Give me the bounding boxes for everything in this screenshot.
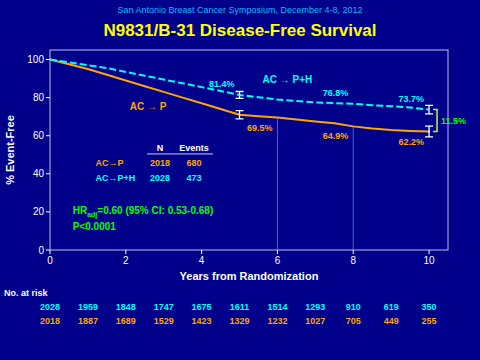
- series-label: AC → P: [130, 101, 167, 112]
- table-header: N: [157, 143, 164, 153]
- at-risk-value: 619: [384, 302, 399, 312]
- y-tick: [46, 135, 50, 136]
- table-header: Events: [179, 143, 209, 153]
- at-risk-value: 1423: [192, 316, 212, 326]
- error-bar: [236, 111, 244, 119]
- at-risk-value: 1689: [116, 316, 136, 326]
- at-risk-value: 350: [422, 302, 437, 312]
- series-label: AC → P+H: [262, 74, 312, 85]
- title: N9831/B-31 Disease-Free Survival: [103, 21, 376, 40]
- x-tick-label: 4: [199, 255, 205, 266]
- x-tick-label: 6: [275, 255, 281, 266]
- y-tick-label: 100: [27, 54, 44, 65]
- hazard-ratio-subscript: adj: [87, 211, 97, 219]
- y-tick-label: 20: [33, 206, 45, 217]
- reference-line: [353, 126, 354, 250]
- error-bar: [425, 126, 433, 137]
- at-risk-value: 1959: [78, 302, 98, 312]
- at-risk-value: 1611: [230, 302, 250, 312]
- at-risk-value: 2028: [40, 302, 60, 312]
- at-risk-value: 449: [384, 316, 399, 326]
- annotation: 69.5%: [247, 123, 273, 133]
- x-tick-label: 10: [423, 255, 435, 266]
- x-tick: [353, 250, 354, 254]
- table-row-label: AC→P+H: [95, 173, 135, 183]
- difference-bracket: [433, 110, 437, 132]
- chart: San Antonio Breast Cancer Symposium, Dec…: [0, 0, 480, 360]
- x-tick: [429, 250, 430, 254]
- table-cell: 473: [187, 173, 202, 183]
- at-risk-value: 1529: [154, 316, 174, 326]
- y-tick-label: 80: [33, 92, 45, 103]
- x-tick-label: 8: [350, 255, 356, 266]
- hazard-ratio-label: HR: [73, 205, 88, 216]
- at-risk-value: 705: [346, 316, 361, 326]
- y-tick: [46, 211, 50, 212]
- y-tick: [46, 173, 50, 174]
- plot-area: [50, 60, 433, 250]
- at-risk-value: 255: [422, 316, 437, 326]
- x-tick: [125, 250, 126, 254]
- p-value: P<0.0001: [73, 221, 117, 232]
- y-tick: [46, 250, 50, 251]
- annotation: 64.9%: [323, 131, 349, 141]
- at-risk-value: 1848: [116, 302, 136, 312]
- table-row-label: AC→P: [95, 158, 123, 168]
- at-risk-label: No. at risk: [4, 288, 49, 298]
- reference-line: [277, 118, 278, 250]
- y-tick-label: 0: [38, 245, 44, 256]
- x-tick-label: 0: [47, 255, 53, 266]
- at-risk-value: 1232: [267, 316, 287, 326]
- x-tick-label: 2: [123, 255, 129, 266]
- annotation: 62.2%: [399, 137, 425, 147]
- series-line: [50, 60, 429, 110]
- annotation: 73.7%: [399, 94, 425, 104]
- y-tick-label: 40: [33, 168, 45, 179]
- y-tick-label: 60: [33, 130, 45, 141]
- difference-label: 11.5%: [441, 116, 466, 126]
- x-tick: [50, 250, 51, 254]
- hazard-ratio: HRadj=0.60 (95% CI: 0.53-0.68): [73, 205, 213, 219]
- at-risk-value: 1514: [267, 302, 287, 312]
- table-cell: 680: [187, 158, 202, 168]
- y-tick: [46, 59, 50, 60]
- x-axis-label: Years from Randomization: [180, 270, 319, 282]
- x-tick: [201, 250, 202, 254]
- table-rule: [147, 153, 213, 154]
- at-risk-value: 1887: [78, 316, 98, 326]
- at-risk-value: 1027: [305, 316, 325, 326]
- background: [0, 0, 480, 360]
- y-tick: [46, 97, 50, 98]
- at-risk-value: 1747: [154, 302, 174, 312]
- error-bar: [425, 105, 433, 113]
- at-risk-value: 1293: [305, 302, 325, 312]
- plot-frame: [50, 50, 448, 250]
- error-bar: [236, 92, 244, 99]
- at-risk-value: 910: [346, 302, 361, 312]
- subtitle: San Antonio Breast Cancer Symposium, Dec…: [117, 5, 362, 15]
- x-tick: [277, 250, 278, 254]
- annotation: 76.8%: [323, 88, 349, 98]
- table-cell: 2028: [150, 173, 170, 183]
- at-risk-value: 2018: [40, 316, 60, 326]
- table-cell: 2018: [150, 158, 170, 168]
- at-risk-value: 1675: [192, 302, 212, 312]
- hazard-ratio-text: =0.60 (95% CI: 0.53-0.68): [97, 205, 213, 216]
- page: {"chart_data": { "type": "line", "title"…: [0, 0, 480, 360]
- series-line: [50, 60, 429, 132]
- y-axis-label: % Event-Free: [4, 115, 16, 185]
- annotation: 81.4%: [209, 79, 235, 89]
- at-risk-value: 1329: [230, 316, 250, 326]
